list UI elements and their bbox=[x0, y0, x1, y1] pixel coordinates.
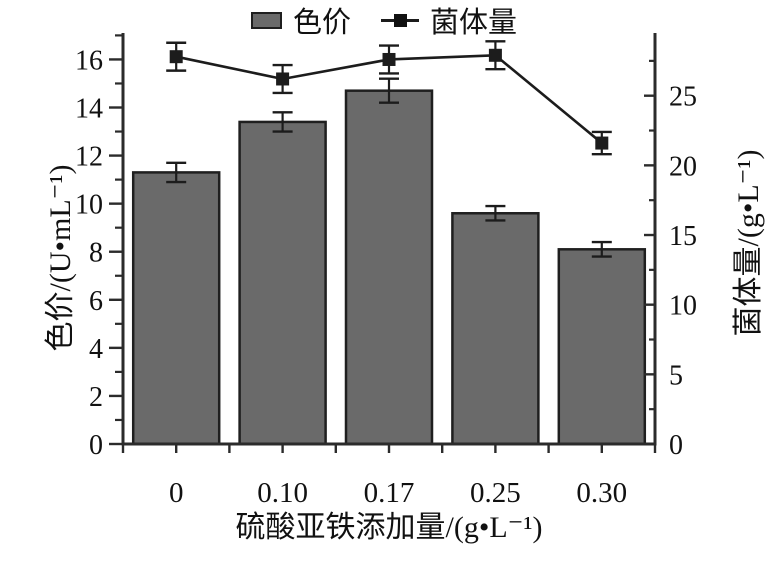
line-square-marker bbox=[488, 48, 502, 62]
x-tick-label: 0.25 bbox=[470, 477, 521, 509]
left-tick-label: 4 bbox=[89, 334, 103, 365]
right-tick-label: 20 bbox=[669, 151, 697, 182]
legend-label-line-series: 菌体量 bbox=[430, 7, 518, 39]
left-tick-label: 0 bbox=[89, 430, 103, 461]
x-tick-label: 0.17 bbox=[364, 477, 415, 509]
x-tick-label: 0.30 bbox=[576, 477, 627, 509]
legend-item-bar-series: 色价 bbox=[250, 0, 351, 41]
right-tick-label: 0 bbox=[669, 430, 683, 461]
left-tick-label: 8 bbox=[89, 238, 103, 269]
line-square-marker bbox=[595, 136, 609, 150]
legend-item-line-series: 菌体量 bbox=[381, 0, 517, 41]
left-tick-label: 14 bbox=[75, 94, 103, 125]
right-axis-title: 菌体量/(g•L⁻¹) bbox=[732, 149, 765, 337]
bar bbox=[451, 212, 540, 446]
bar bbox=[131, 171, 221, 446]
line-marker-swatch-icon bbox=[381, 13, 419, 27]
right-tick-label: 5 bbox=[669, 360, 683, 391]
left-tick-label: 6 bbox=[89, 286, 103, 317]
right-tick-label: 10 bbox=[669, 291, 697, 322]
left-axis-title: 色价/(U•mL⁻¹) bbox=[44, 164, 77, 352]
x-tick-label: 0 bbox=[169, 477, 184, 509]
left-tick-label: 16 bbox=[75, 45, 103, 76]
left-tick-label: 12 bbox=[75, 142, 103, 173]
line-square-marker bbox=[382, 52, 396, 66]
left-tick-label: 2 bbox=[89, 382, 103, 413]
x-axis-title: 硫酸亚铁添加量/(g•L⁻¹) bbox=[235, 511, 543, 544]
right-tick-label: 15 bbox=[669, 221, 697, 252]
legend: 色价 菌体量 bbox=[0, 0, 768, 41]
bar bbox=[557, 248, 647, 446]
left-tick-label: 10 bbox=[75, 190, 103, 221]
bar bbox=[344, 89, 434, 446]
bar bbox=[238, 120, 327, 446]
line-square-marker bbox=[276, 72, 290, 86]
legend-square-marker-icon bbox=[394, 14, 407, 27]
bar-swatch-icon bbox=[250, 11, 282, 29]
right-tick-label: 25 bbox=[669, 82, 697, 113]
legend-label-bar-series: 色价 bbox=[292, 7, 351, 39]
line-square-marker bbox=[169, 50, 183, 64]
x-tick-label: 0.10 bbox=[257, 477, 308, 509]
